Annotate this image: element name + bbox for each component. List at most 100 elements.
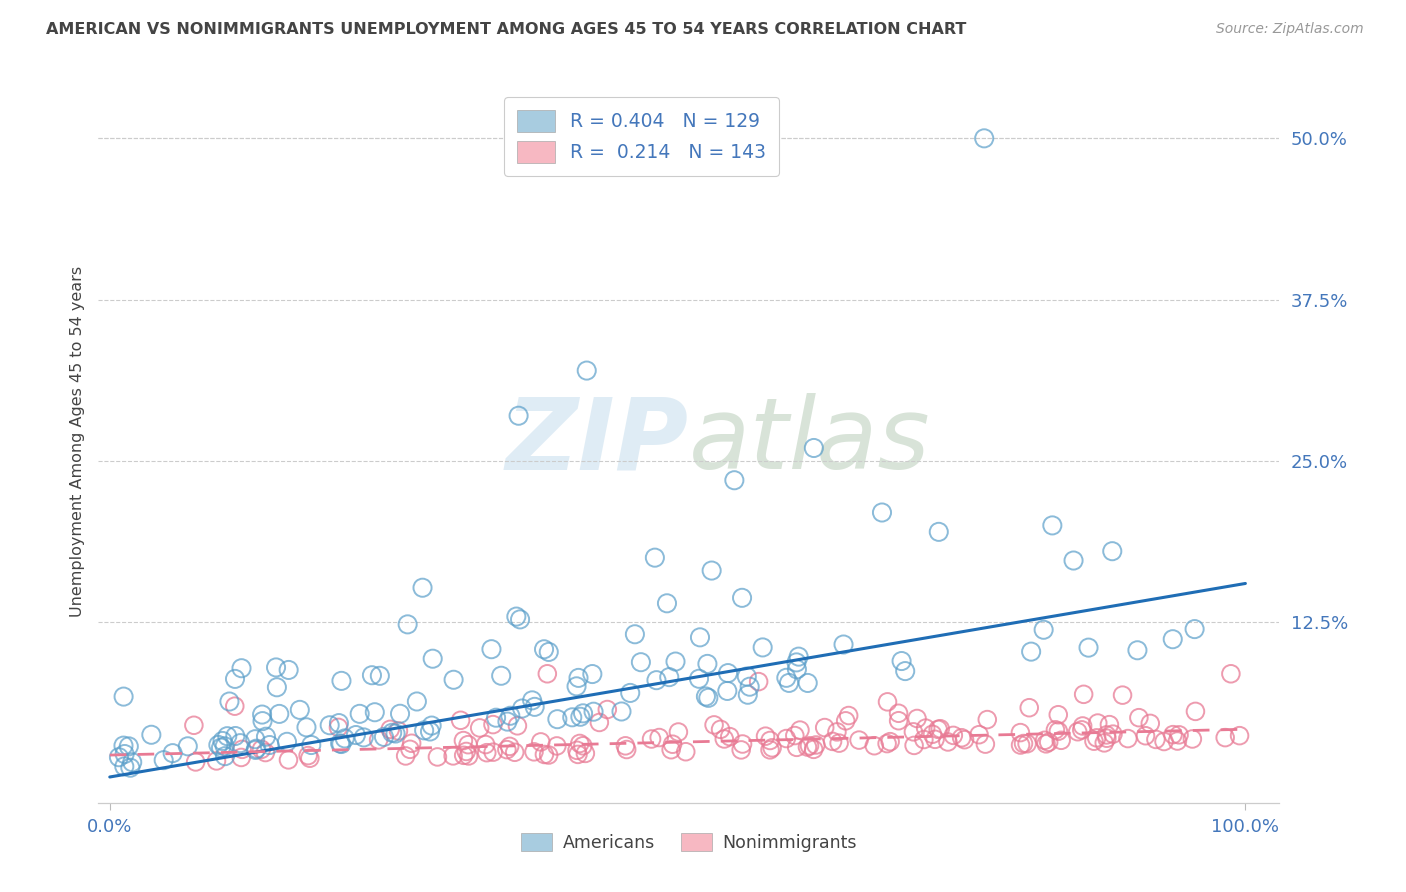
- Point: [1184, 622, 1206, 636]
- Point: [450, 714, 472, 728]
- Point: [118, 739, 141, 754]
- Point: [596, 702, 619, 716]
- Point: [1101, 544, 1123, 558]
- Point: [498, 739, 520, 754]
- Point: [1126, 643, 1149, 657]
- Point: [786, 662, 808, 676]
- Point: [903, 724, 925, 739]
- Point: [510, 701, 533, 715]
- Point: [582, 705, 605, 719]
- Point: [614, 739, 637, 753]
- Point: [731, 737, 754, 751]
- Point: [496, 714, 519, 729]
- Point: [825, 725, 848, 739]
- Point: [567, 671, 589, 685]
- Point: [731, 591, 754, 605]
- Point: [364, 705, 387, 719]
- Point: [333, 731, 356, 746]
- Point: [786, 740, 808, 755]
- Point: [718, 730, 741, 744]
- Point: [108, 750, 131, 764]
- Point: [523, 745, 546, 759]
- Point: [688, 672, 710, 686]
- Point: [775, 731, 797, 746]
- Point: [1063, 553, 1085, 567]
- Point: [1010, 738, 1032, 752]
- Point: [936, 735, 959, 749]
- Point: [658, 670, 681, 684]
- Point: [928, 524, 950, 539]
- Point: [533, 747, 555, 762]
- Point: [942, 728, 965, 742]
- Point: [328, 720, 350, 734]
- Text: atlas: atlas: [689, 393, 931, 490]
- Point: [224, 729, 246, 743]
- Point: [804, 738, 827, 752]
- Point: [796, 676, 818, 690]
- Point: [785, 656, 807, 670]
- Point: [184, 755, 207, 769]
- Point: [1161, 632, 1184, 647]
- Point: [330, 737, 353, 751]
- Point: [1071, 719, 1094, 733]
- Point: [661, 737, 683, 751]
- Point: [1095, 728, 1118, 742]
- Point: [503, 745, 526, 759]
- Point: [224, 699, 246, 714]
- Point: [1083, 734, 1105, 748]
- Point: [759, 733, 782, 747]
- Point: [1070, 723, 1092, 737]
- Point: [1229, 729, 1251, 743]
- Point: [655, 596, 678, 610]
- Point: [214, 749, 236, 764]
- Point: [799, 739, 821, 753]
- Point: [561, 710, 583, 724]
- Point: [546, 739, 568, 753]
- Point: [1166, 734, 1188, 748]
- Point: [297, 748, 319, 763]
- Point: [619, 686, 641, 700]
- Text: AMERICAN VS NONIMMIGRANTS UNEMPLOYMENT AMONG AGES 45 TO 54 YEARS CORRELATION CHA: AMERICAN VS NONIMMIGRANTS UNEMPLOYMENT A…: [46, 22, 967, 37]
- Point: [659, 743, 682, 757]
- Point: [876, 695, 898, 709]
- Point: [381, 725, 404, 739]
- Point: [443, 673, 465, 687]
- Point: [834, 714, 856, 728]
- Point: [1047, 707, 1070, 722]
- Point: [737, 688, 759, 702]
- Point: [328, 716, 350, 731]
- Point: [112, 739, 135, 753]
- Point: [344, 728, 367, 742]
- Point: [485, 711, 508, 725]
- Point: [349, 706, 371, 721]
- Point: [783, 729, 806, 743]
- Point: [468, 721, 491, 735]
- Point: [717, 666, 740, 681]
- Point: [231, 742, 253, 756]
- Point: [329, 736, 352, 750]
- Point: [1139, 716, 1161, 731]
- Point: [912, 732, 935, 747]
- Point: [1077, 640, 1099, 655]
- Point: [481, 642, 503, 657]
- Point: [697, 690, 720, 705]
- Point: [953, 732, 976, 747]
- Point: [1032, 623, 1054, 637]
- Point: [1050, 733, 1073, 747]
- Point: [648, 731, 671, 745]
- Point: [924, 732, 946, 747]
- Point: [229, 736, 252, 750]
- Point: [269, 706, 291, 721]
- Point: [299, 738, 322, 752]
- Point: [976, 713, 998, 727]
- Point: [420, 718, 443, 732]
- Point: [950, 731, 973, 745]
- Point: [396, 617, 419, 632]
- Point: [380, 723, 402, 737]
- Point: [903, 739, 925, 753]
- Point: [457, 748, 479, 763]
- Point: [838, 708, 860, 723]
- Point: [537, 747, 560, 762]
- Point: [489, 669, 512, 683]
- Point: [367, 732, 389, 747]
